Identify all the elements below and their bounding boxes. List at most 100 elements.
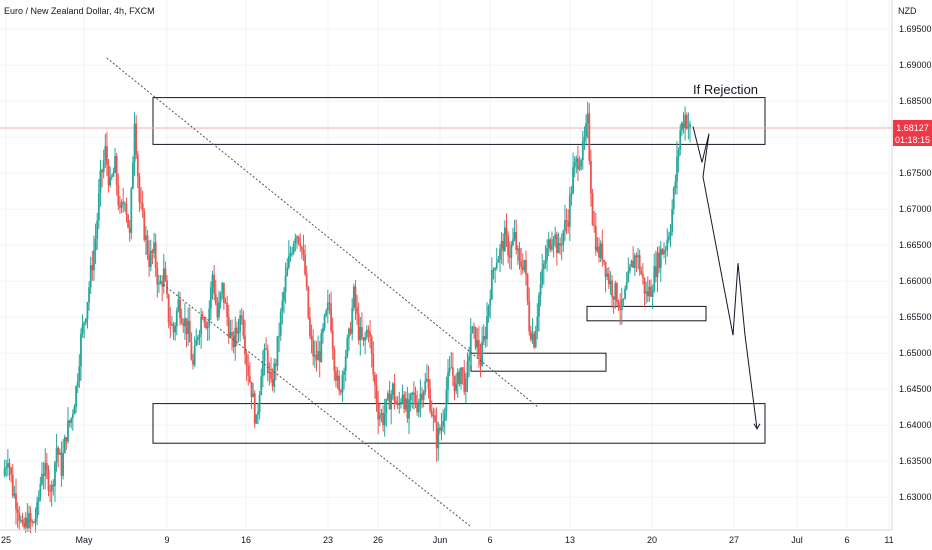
candle-body [552,239,555,246]
candle-body [447,372,449,390]
candle-body [177,299,180,311]
candle-body [544,260,547,264]
candle-body [476,340,479,348]
candle-body [526,274,529,301]
candle-body [604,262,607,277]
candle-body [19,519,22,521]
candle-body [201,316,204,319]
candle-body [564,220,566,232]
candle-body [531,333,534,340]
candle-body [333,349,336,372]
candle-body [185,318,188,334]
candle-body [325,310,328,316]
candle-body [141,203,144,212]
candle-body [273,363,276,387]
candle-body [630,260,633,267]
candle-body [154,242,157,268]
candle-body [594,226,597,251]
candle-body [39,483,42,498]
candle-body [390,394,393,410]
candle-body [338,375,341,391]
candle-body [490,270,493,299]
price-tick-label: 1.68500 [899,96,932,106]
candle-body [421,393,423,400]
candle-body [266,349,269,374]
candle-body [339,390,342,393]
candle-body [658,252,661,268]
candle-body [542,263,545,270]
candle-body [102,160,105,173]
candle-body [109,177,112,186]
candle-body [570,193,573,196]
candle-body [619,307,622,310]
candle-body [188,320,191,343]
candle-body [408,400,410,419]
candle-body [460,367,462,385]
candle-body [50,484,53,492]
candle-body [49,490,51,492]
candle-body [286,267,289,276]
candle-body [596,246,599,251]
candle-body [643,277,646,294]
price-tick-label: 1.69500 [899,24,932,34]
candle-body [562,231,565,245]
candle-body [417,402,420,413]
candle-body [208,308,211,327]
candle-body [362,337,365,341]
candle-body [620,299,623,310]
candle-body [304,254,306,274]
candle-body [28,512,30,528]
candle-body [413,392,415,395]
time-tick-label: 27 [729,535,739,545]
candle-body [234,327,237,348]
candle-body [585,123,587,137]
candle-body [278,335,280,337]
candle-body [213,274,216,294]
candle-body [192,359,194,365]
candle-body [297,236,300,243]
candle-body [448,368,451,373]
time-tick-label: May [75,535,93,545]
candle-body [624,288,626,299]
price-zone-box [470,352,607,372]
candle-body [250,381,253,398]
candle-body [211,274,214,288]
price-tick-label: 1.65000 [899,348,932,358]
candle-body [3,468,6,476]
candle-body [260,376,263,396]
candle-body [31,521,34,523]
price-tick-label: 1.63000 [899,492,932,502]
time-axis[interactable]: 25 May 9 16 23 26 Jun 6 13 20 27 Jul 6 11 [1,535,894,545]
candle-body [257,411,259,415]
candle-body [107,164,110,186]
candle-body [159,281,162,284]
candle-body [198,333,201,338]
candle-body [164,268,167,281]
candle-body [437,427,440,449]
candle-body [512,239,514,245]
candle-body [190,342,193,360]
candle-body [674,181,677,189]
candle-body [63,437,66,453]
candle-body [357,313,360,341]
candle-body [523,259,526,270]
candle-body [70,418,73,423]
candle-body [120,202,123,208]
candle-body [616,283,618,303]
candle-body [372,353,375,375]
candle-body [6,463,9,467]
candle-body [248,375,251,382]
candle-body [455,383,458,392]
candle-body [427,378,430,389]
candle-body [128,227,131,233]
candle-body [529,331,532,340]
time-tick-label: 25 [1,535,11,545]
candle-body [32,522,35,524]
price-axis[interactable]: 1.695001.690001.685001.680001.675001.670… [899,24,932,502]
candle-body [627,271,630,283]
candle-body [73,406,76,415]
candle-body [119,205,121,208]
candle-body [88,287,90,303]
candle-body [18,512,21,521]
